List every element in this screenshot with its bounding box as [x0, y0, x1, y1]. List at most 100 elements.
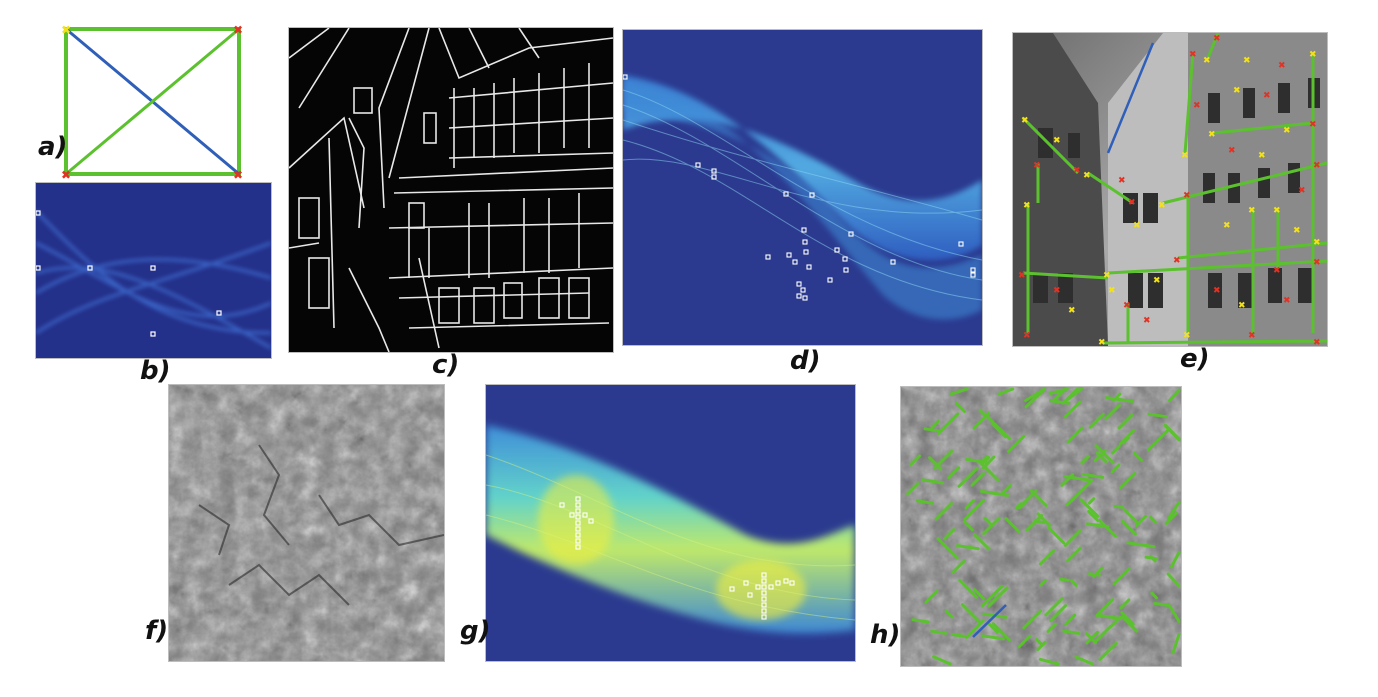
detected-line-segment — [936, 412, 960, 435]
peak-marker — [970, 267, 976, 273]
detected-line-segment — [1074, 655, 1094, 666]
detected-line-segment — [997, 387, 1015, 396]
detected-line-segment — [1063, 400, 1082, 419]
detected-line-segment — [911, 618, 930, 624]
detected-line-segment — [934, 502, 953, 521]
svg-text:✖: ✖ — [1181, 151, 1189, 161]
detected-line-segment — [1110, 463, 1121, 474]
svg-text:✖: ✖ — [1023, 331, 1031, 341]
accumulator-plot — [36, 183, 271, 358]
corner-marker: ✖ — [233, 23, 243, 37]
detected-line-segment — [1126, 541, 1156, 549]
svg-text:✖: ✖ — [1309, 120, 1317, 130]
panel-label-h: h) — [870, 620, 901, 650]
svg-text:✖: ✖ — [1103, 271, 1111, 281]
panel-e-detected-lines: ✖ ✖ ✖ ✖ ✖ ✖ ✖ ✖ ✖ ✖ ✖ ✖ ✖ ✖ ✖ ✖ ✖ ✖ ✖ ✖ ✖ ✖ ✖ ✖ ✖ ✖ ✖… — [1012, 32, 1328, 347]
svg-text:✖: ✖ — [1073, 166, 1081, 176]
detected-line-segment — [978, 408, 989, 419]
detected-line-segment — [1022, 609, 1042, 630]
peak-marker — [747, 592, 753, 598]
peak-marker — [569, 512, 575, 518]
peak-marker — [575, 544, 581, 550]
svg-text:✖: ✖ — [1309, 50, 1317, 60]
panel-a-rectangle: ✖ ✖ ✖ ✖ — [58, 22, 250, 182]
detected-line-segment — [943, 528, 956, 541]
detected-line-segment — [1014, 502, 1023, 510]
peak-marker — [623, 74, 628, 80]
detected-line-segment — [1144, 555, 1159, 561]
detected-line-segment — [1113, 504, 1124, 509]
detected-line-segment — [1066, 426, 1084, 444]
svg-text:✖: ✖ — [1238, 301, 1246, 311]
detected-line-segment — [1039, 549, 1056, 566]
detected-line-segment — [1081, 472, 1105, 479]
svg-text:✖: ✖ — [1068, 306, 1076, 316]
peak-marker — [559, 502, 565, 508]
detected-line-segment — [1036, 512, 1052, 527]
panel-label-a: a) — [38, 132, 68, 162]
peak-marker — [761, 584, 767, 590]
detected-line-segment — [1070, 579, 1078, 587]
panel-d-accumulator — [622, 29, 983, 346]
detected-line-segment — [1120, 611, 1135, 626]
peak-marker — [150, 331, 156, 337]
rectangle-outline — [64, 27, 241, 176]
detected-line-segment — [1017, 634, 1032, 649]
peak-marker — [743, 580, 749, 586]
svg-text:✖: ✖ — [1153, 276, 1161, 286]
detected-line-segment — [960, 603, 982, 624]
detected-line-segment — [1035, 637, 1044, 646]
svg-text:✖: ✖ — [1023, 201, 1031, 211]
detected-line-segment — [1049, 604, 1068, 623]
peak-marker — [575, 538, 581, 544]
panel-label-g: g) — [460, 616, 491, 646]
detected-line-segment — [933, 449, 954, 470]
peak-marker — [958, 241, 964, 247]
detected-line-segment — [906, 482, 920, 496]
detected-line-segment — [1087, 510, 1100, 523]
detected-line-segment — [958, 578, 979, 599]
svg-text:✖: ✖ — [1123, 301, 1131, 311]
svg-text:✖: ✖ — [1208, 130, 1216, 140]
detected-line-segment — [1147, 412, 1168, 419]
detected-line-segment — [936, 537, 959, 560]
svg-text:✖: ✖ — [1108, 286, 1116, 296]
svg-text:✖: ✖ — [1248, 331, 1256, 341]
svg-text:✖: ✖ — [1083, 171, 1091, 181]
panel-label-e: e) — [1180, 344, 1210, 374]
svg-text:✖: ✖ — [1313, 258, 1321, 268]
detected-line-segment — [1062, 629, 1081, 635]
detected-lines — [906, 387, 1181, 666]
svg-text:✖: ✖ — [1128, 198, 1136, 208]
svg-text:✖: ✖ — [1021, 116, 1029, 126]
detected-line-segment — [954, 401, 966, 413]
detected-line-segment — [1094, 444, 1115, 465]
svg-text:✖: ✖ — [1133, 221, 1141, 231]
peak-marker — [761, 602, 767, 608]
accumulator-plot — [486, 385, 855, 661]
corner-marker: ✖ — [233, 168, 243, 182]
detected-line-segment — [1098, 519, 1118, 538]
detected-line-segment — [1059, 577, 1070, 582]
detected-line-segment — [949, 387, 969, 396]
detected-line-segment — [1079, 498, 1100, 518]
detected-line-segment — [928, 456, 943, 471]
peak-marker — [150, 265, 156, 271]
peak-marker — [842, 256, 848, 262]
peak-marker — [761, 572, 767, 578]
svg-text:✖: ✖ — [1158, 201, 1166, 211]
detected-line-segment — [1121, 436, 1130, 445]
detected-line-segment — [1163, 423, 1181, 442]
peak-marker — [796, 281, 802, 287]
svg-text:✖: ✖ — [1033, 161, 1041, 171]
svg-text:✖: ✖ — [1098, 338, 1106, 346]
detected-line-segment — [1033, 519, 1046, 525]
detected-line-segment — [944, 609, 954, 619]
panel-c-edge-map — [288, 27, 614, 353]
green-diagonal — [65, 27, 240, 176]
peak-marker — [848, 231, 854, 237]
detected-line-segment — [930, 419, 940, 429]
detected-line-segment — [980, 585, 1004, 608]
svg-text:✖: ✖ — [1283, 126, 1291, 136]
detected-line-segment — [988, 622, 999, 634]
